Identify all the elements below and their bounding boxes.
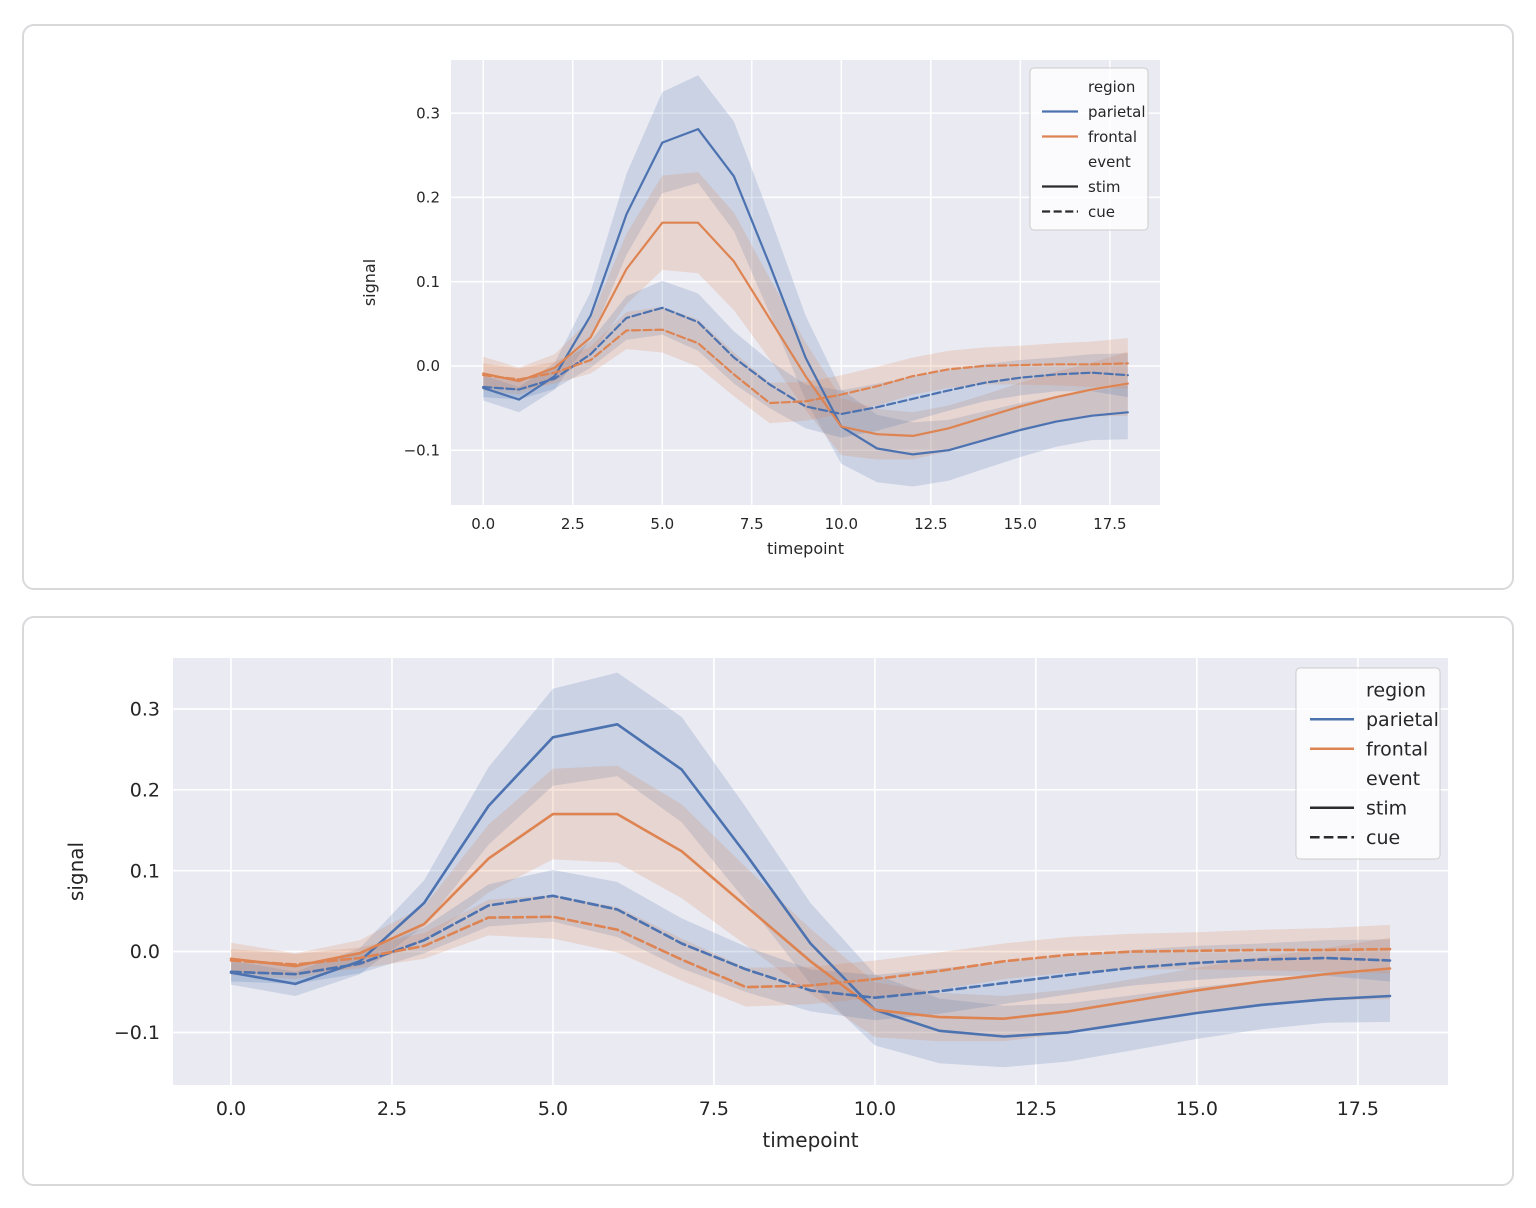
line-frontal-cue bbox=[229, 915, 1392, 989]
legend-title-event: event bbox=[1088, 153, 1131, 171]
y-tick-label: 0.3 bbox=[130, 699, 160, 721]
x-tick-label: 5.0 bbox=[538, 1098, 568, 1120]
line-frontal-cue bbox=[482, 328, 1129, 405]
legend-label-parietal: parietal bbox=[1366, 709, 1439, 731]
x-tick-label: 0.0 bbox=[216, 1098, 246, 1120]
line-parietal-stim bbox=[482, 127, 1129, 456]
x-tick-label: 10.0 bbox=[825, 515, 858, 533]
x-tick-label: 15.0 bbox=[1176, 1098, 1218, 1120]
legend-label-frontal: frontal bbox=[1366, 738, 1428, 760]
x-tick-label: 7.5 bbox=[699, 1098, 729, 1120]
chart-card-top: 0.0 2.5 5.0 7.5 10.0 12.5 15.0 17.5 −0.1 0.0 0.1 0.… bbox=[22, 24, 1514, 590]
x-tick-label: 17.5 bbox=[1093, 515, 1126, 533]
y-tick-label: −0.1 bbox=[114, 1022, 160, 1044]
y-tick-label: 0.2 bbox=[416, 189, 440, 207]
chart-card-bottom: 0.0 2.5 5.0 7.5 10.0 12.5 15.0 17.5 −0.1 0.0 0.1 0.… bbox=[22, 616, 1514, 1186]
x-tick-label: 0.0 bbox=[471, 515, 495, 533]
y-axis-label: signal bbox=[64, 842, 88, 901]
legend-box bbox=[1295, 667, 1441, 860]
x-tick-label: 15.0 bbox=[1004, 515, 1037, 533]
x-tick-label: 2.5 bbox=[377, 1098, 407, 1120]
plot-area bbox=[173, 658, 1448, 1085]
line-frontal-stim bbox=[482, 221, 1129, 437]
ci-band-frontal-cue bbox=[231, 895, 1390, 1007]
line-parietal-cue bbox=[482, 306, 1129, 416]
legend-box bbox=[1029, 67, 1149, 231]
ci-band-frontal-cue bbox=[483, 306, 1128, 424]
y-tick-label: 0.2 bbox=[130, 779, 160, 801]
x-tick-label: 12.5 bbox=[1015, 1098, 1057, 1120]
x-axis-label: timepoint bbox=[767, 539, 844, 558]
y-axis-label: signal bbox=[360, 259, 379, 306]
legend-title-event: event bbox=[1366, 768, 1420, 790]
legend-label-frontal: frontal bbox=[1088, 128, 1137, 146]
legend-label-cue: cue bbox=[1088, 203, 1115, 221]
legend-title-region: region bbox=[1088, 78, 1135, 96]
ci-band-parietal-cue bbox=[231, 869, 1390, 1021]
x-tick-label: 10.0 bbox=[854, 1098, 896, 1120]
line-parietal-cue bbox=[229, 894, 1392, 1000]
ci-band-parietal-cue bbox=[483, 280, 1128, 438]
legend-label-stim: stim bbox=[1088, 178, 1120, 196]
line-frontal-stim bbox=[229, 812, 1392, 1021]
fmri-signal-chart-large: 0.0 2.5 5.0 7.5 10.0 12.5 15.0 17.5 −0.1 0.0 0.1 0.… bbox=[64, 658, 1448, 1152]
y-tick-label: 0.0 bbox=[130, 941, 160, 963]
y-tick-label: 0.1 bbox=[130, 860, 160, 882]
ci-band-frontal-stim bbox=[483, 172, 1128, 460]
x-axis-label: timepoint bbox=[762, 1128, 858, 1152]
ci-band-frontal-stim bbox=[231, 765, 1390, 1042]
legend-title-region: region bbox=[1366, 679, 1426, 701]
x-tick-label: 17.5 bbox=[1337, 1098, 1379, 1120]
x-tick-label: 5.0 bbox=[650, 515, 674, 533]
x-tick-label: 2.5 bbox=[561, 515, 585, 533]
y-tick-label: 0.3 bbox=[416, 104, 440, 122]
x-tick-label: 12.5 bbox=[914, 515, 947, 533]
legend-label-stim: stim bbox=[1366, 797, 1407, 819]
y-tick-label: 0.0 bbox=[416, 357, 440, 375]
line-parietal-stim bbox=[229, 723, 1392, 1038]
y-tick-label: 0.1 bbox=[416, 273, 440, 291]
legend-label-cue: cue bbox=[1366, 827, 1400, 849]
x-tick-label: 7.5 bbox=[740, 515, 764, 533]
fmri-signal-chart-small: 0.0 2.5 5.0 7.5 10.0 12.5 15.0 17.5 −0.1 0.0 0.1 0.… bbox=[360, 60, 1160, 558]
legend-label-parietal: parietal bbox=[1088, 103, 1146, 121]
y-tick-label: −0.1 bbox=[404, 441, 440, 459]
